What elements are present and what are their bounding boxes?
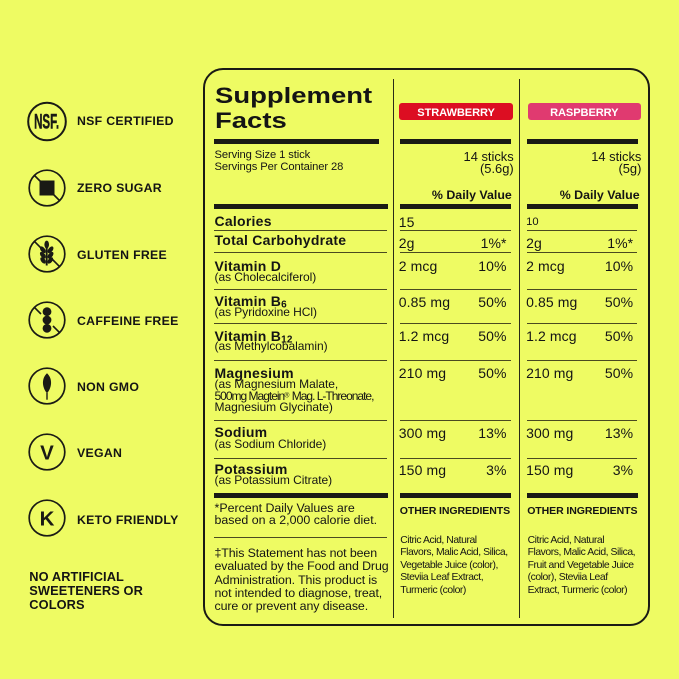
svg-text:K: K (40, 508, 55, 531)
svg-text:NSF.: NSF. (34, 110, 59, 134)
svg-text:V: V (40, 442, 54, 465)
